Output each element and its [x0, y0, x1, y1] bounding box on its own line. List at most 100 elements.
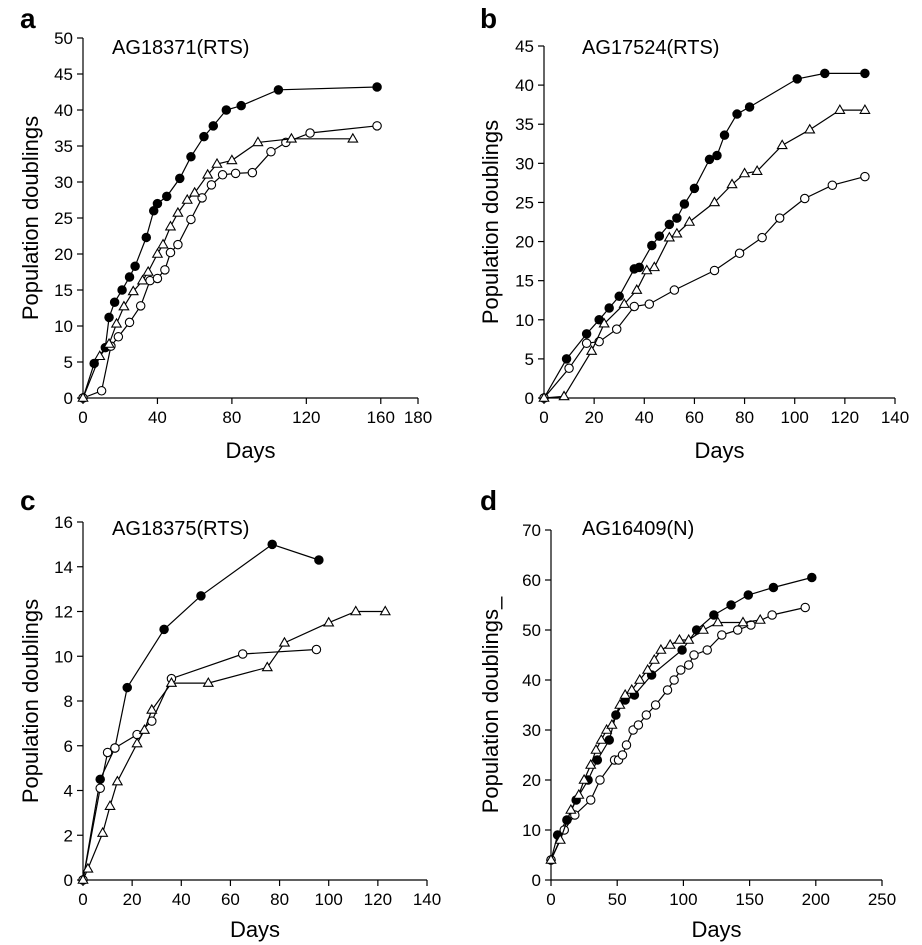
- data-point: [598, 317, 610, 328]
- data-point: [186, 214, 196, 225]
- data-point: [792, 74, 802, 84]
- series-line: [82, 86, 378, 399]
- data-point: [585, 344, 598, 355]
- y-tick-label: 8: [64, 692, 73, 711]
- x-tick-label: 40: [635, 408, 654, 427]
- data-point: [186, 152, 196, 162]
- data-point: [578, 773, 590, 784]
- y-axis-label: Population doublings: [478, 120, 503, 324]
- data-point: [734, 248, 745, 259]
- data-point: [160, 265, 170, 275]
- data-point: [689, 650, 699, 660]
- data-point: [127, 285, 139, 296]
- data-point: [664, 219, 675, 230]
- y-tick-label: 70: [522, 521, 541, 540]
- data-point: [717, 630, 727, 640]
- data-point: [683, 215, 696, 226]
- x-tick-label: 60: [221, 890, 240, 909]
- data-point: [113, 332, 124, 342]
- data-point: [372, 121, 382, 131]
- data-point: [104, 800, 116, 810]
- data-point: [104, 312, 114, 323]
- data-point: [221, 105, 232, 115]
- data-point: [669, 285, 680, 295]
- data-point: [744, 102, 755, 112]
- y-tick-label: 5: [64, 353, 73, 372]
- x-tick-label: 0: [539, 408, 548, 427]
- y-tick-label: 60: [522, 571, 541, 590]
- panel-letter: d: [480, 485, 497, 516]
- data-point: [709, 610, 719, 620]
- data-point: [697, 623, 709, 634]
- chart-title: AG18375(RTS): [112, 518, 249, 540]
- data-point: [614, 291, 624, 302]
- data-point: [618, 298, 630, 308]
- series-line: [550, 576, 812, 861]
- x-tick-label: 140: [413, 890, 441, 909]
- data-point: [834, 104, 846, 114]
- data-point: [118, 300, 130, 311]
- data-point: [165, 247, 176, 258]
- data-point: [683, 660, 694, 670]
- data-point: [94, 350, 106, 361]
- data-point: [314, 555, 324, 565]
- data-point: [162, 191, 172, 202]
- series-line: [550, 606, 806, 861]
- data-point: [266, 147, 276, 157]
- series-line: [82, 138, 353, 399]
- data-point: [732, 625, 743, 635]
- x-tick-label: 0: [78, 408, 87, 427]
- y-tick-label: 14: [54, 558, 73, 577]
- panel-letter: a: [20, 3, 36, 34]
- chart-title: AG16409(N): [582, 518, 694, 540]
- y-tick-label: 20: [515, 233, 534, 252]
- y-tick-label: 0: [532, 871, 541, 890]
- x-axis-label: Days: [230, 917, 280, 942]
- data-point: [561, 354, 572, 364]
- data-point: [859, 104, 871, 114]
- data-point: [644, 299, 655, 309]
- data-point: [617, 750, 628, 760]
- x-tick-label: 120: [831, 408, 859, 427]
- data-point: [573, 788, 585, 799]
- data-point: [595, 775, 605, 785]
- series-line: [543, 72, 865, 399]
- y-tick-label: 50: [522, 621, 541, 640]
- data-point: [159, 624, 169, 635]
- panel-letter: c: [20, 485, 36, 516]
- data-point: [226, 154, 238, 165]
- panel-c: c AG18375(RTS) 0 20 40 60 80 100 120 140 0 2 4 6 8 10 12…: [18, 485, 441, 942]
- x-tick-label: 120: [364, 890, 392, 909]
- data-point: [96, 826, 109, 837]
- data-point: [738, 167, 751, 178]
- data-point: [77, 873, 89, 884]
- data-point: [278, 636, 291, 647]
- data-point: [311, 644, 322, 655]
- series-filled-circle: [78, 539, 324, 885]
- data-point: [122, 682, 132, 693]
- x-tick-label: 100: [781, 408, 809, 427]
- data-point: [181, 193, 193, 204]
- data-point: [611, 324, 622, 334]
- data-point: [732, 109, 742, 119]
- x-tick-label: 20: [585, 408, 604, 427]
- y-tick-label: 45: [515, 37, 534, 56]
- data-point: [719, 130, 730, 140]
- x-tick-label: 80: [270, 890, 289, 909]
- data-point: [273, 85, 284, 95]
- data-point: [702, 645, 712, 655]
- data-point: [152, 198, 163, 209]
- data-point: [110, 743, 120, 753]
- data-point: [672, 213, 682, 223]
- y-tick-label: 2: [64, 826, 73, 845]
- data-point: [188, 186, 201, 197]
- data-point: [768, 582, 779, 593]
- data-point: [323, 616, 335, 627]
- data-point: [208, 121, 219, 131]
- series-open-triangle: [77, 132, 359, 402]
- x-tick-label: 50: [608, 890, 627, 909]
- data-point: [285, 132, 298, 143]
- data-point: [676, 665, 686, 675]
- data-point: [135, 301, 146, 311]
- data-point: [671, 227, 683, 238]
